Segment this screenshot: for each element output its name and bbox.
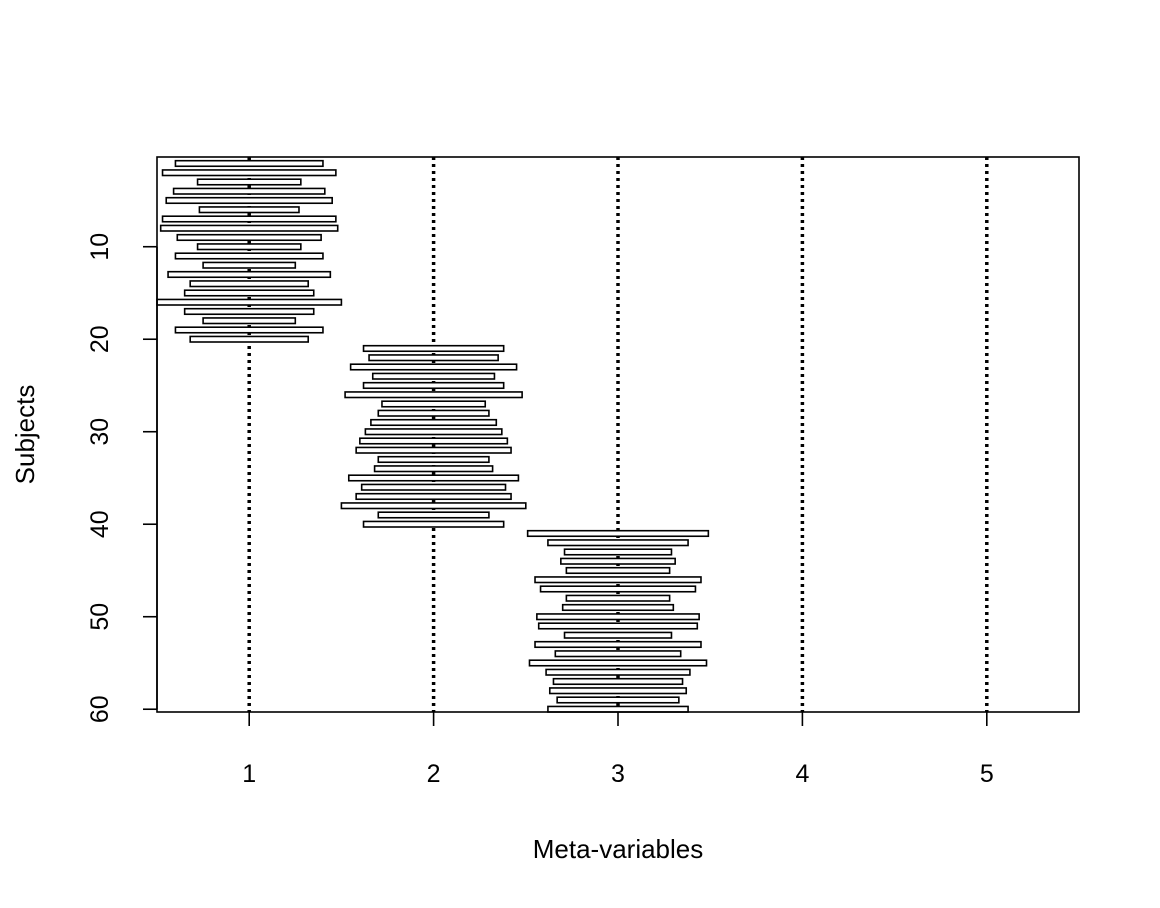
x-axis-title: Meta-variables (533, 834, 704, 864)
bar-subject-22 (368, 354, 499, 362)
bar-subject-40 (362, 520, 505, 528)
bar-subject-42 (547, 539, 689, 547)
bar-subject-29 (370, 418, 498, 427)
bar-subject-7 (161, 215, 337, 223)
bar-subject-11 (174, 252, 324, 260)
x-tick-label-2: 2 (427, 760, 441, 788)
bar-subject-31 (359, 437, 509, 445)
bar-subject-59 (556, 696, 680, 704)
bar-subject-28 (377, 409, 490, 417)
y-axis: 10 20 30 40 50 60 (86, 233, 158, 723)
bar-subject-9 (176, 233, 322, 242)
bar-subject-51 (537, 622, 699, 630)
bar-subject-43 (563, 548, 673, 556)
bar-subject-25 (362, 381, 505, 390)
bar-subject-16 (156, 298, 343, 306)
bar-subject-15 (183, 289, 315, 297)
bar-subject-35 (347, 474, 520, 482)
bar-subject-10 (196, 243, 302, 251)
bar-subject-48 (565, 594, 671, 602)
y-axis-title: Subjects (10, 385, 40, 485)
y-tick-label-10: 10 (86, 233, 114, 261)
y-tick-label-40: 40 (86, 510, 114, 538)
bar-subject-18 (202, 317, 297, 325)
bar-subject-56 (545, 668, 691, 676)
bar-subject-52 (563, 631, 673, 639)
bar-subject-47 (539, 585, 697, 593)
bar-subject-19 (174, 326, 324, 334)
bar-subject-27 (381, 400, 487, 408)
x-tick-label-1: 1 (242, 760, 256, 788)
bar-subject-55 (528, 659, 708, 667)
bar-subject-44 (560, 557, 676, 565)
x-tick-label-3: 3 (611, 760, 625, 788)
bar-subject-24 (371, 372, 496, 380)
bar-subject-6 (198, 206, 300, 214)
bar-subject-5 (165, 196, 333, 205)
bar-subject-37 (355, 492, 512, 501)
x-tick-label-4: 4 (795, 760, 809, 788)
bar-subject-54 (554, 650, 682, 658)
bar-subject-21 (362, 344, 505, 353)
x-tick-label-5: 5 (980, 760, 994, 788)
bar-subject-53 (534, 640, 702, 649)
bar-subject-30 (364, 428, 503, 436)
bar-marks (156, 159, 710, 713)
bar-subject-41 (526, 529, 710, 538)
bar-subject-8 (159, 224, 339, 232)
bar-subject-26 (344, 391, 523, 399)
y-tick-label-20: 20 (86, 325, 114, 353)
bar-subject-50 (536, 613, 700, 621)
bar-subject-14 (189, 280, 310, 288)
bar-subject-58 (548, 687, 688, 695)
bar-subject-3 (196, 178, 302, 186)
bar-subject-23 (349, 363, 518, 371)
bar-subject-36 (360, 483, 507, 491)
bar-subject-13 (167, 270, 332, 279)
bar-subject-2 (161, 169, 337, 177)
y-tick-label-60: 60 (86, 695, 114, 723)
bar-subject-46 (534, 576, 702, 584)
bar-subject-39 (377, 511, 490, 519)
x-axis: 1 2 3 4 5 (242, 712, 994, 788)
bar-subject-1 (174, 159, 324, 168)
bar-subject-20 (189, 335, 310, 343)
bar-subject-60 (547, 705, 689, 713)
bar-subject-4 (172, 187, 326, 195)
bar-subject-17 (183, 307, 315, 316)
bar-subject-45 (565, 566, 671, 575)
y-tick-label-50: 50 (86, 603, 114, 631)
bar-subject-12 (202, 261, 297, 269)
bar-subject-57 (552, 677, 684, 686)
bar-subject-34 (373, 465, 494, 473)
y-tick-label-30: 30 (86, 418, 114, 446)
bar-subject-32 (355, 446, 512, 454)
bar-subject-49 (561, 603, 675, 612)
bar-subject-38 (340, 502, 527, 510)
bar-subject-33 (377, 455, 490, 464)
